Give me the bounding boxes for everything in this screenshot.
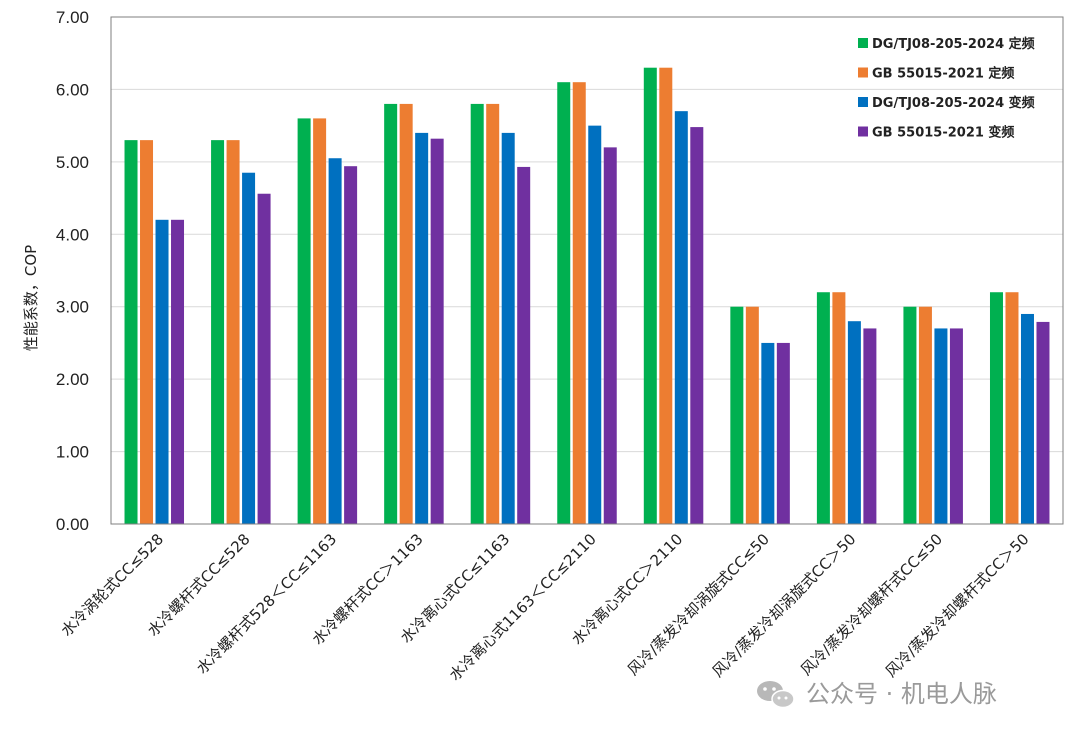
- bar: [242, 172, 256, 524]
- bar: [903, 306, 917, 524]
- bars: [124, 67, 1050, 525]
- x-category-label: 风冷/蒸发冷却涡旋式CC＞50: [709, 530, 860, 681]
- y-axis-label: 性能系数，COP: [22, 245, 40, 351]
- bar: [949, 328, 963, 524]
- bar: [486, 103, 500, 524]
- watermark: 公众号 · 机电人脉: [757, 680, 997, 709]
- legend-label: GB 55015-2021 变频: [872, 125, 1014, 141]
- bar: [588, 125, 602, 524]
- bar: [745, 306, 759, 524]
- bar: [140, 140, 154, 524]
- plot-frame: [110, 16, 1064, 525]
- y-tick-label: 1.00: [56, 443, 89, 462]
- bar: [257, 193, 271, 525]
- bar: [1020, 313, 1034, 524]
- bar: [847, 321, 861, 524]
- bar: [659, 67, 673, 524]
- bar: [730, 306, 744, 524]
- bar: [603, 147, 617, 524]
- bar: [344, 166, 358, 524]
- y-tick-label: 6.00: [56, 80, 89, 99]
- legend-swatch: [858, 67, 868, 78]
- bar: [124, 140, 138, 524]
- bar: [1005, 292, 1019, 524]
- bar: [674, 111, 688, 524]
- y-tick-label: 3.00: [56, 298, 89, 317]
- legend-swatch: [858, 126, 868, 137]
- y-tick-label: 7.00: [56, 8, 89, 27]
- bar: [430, 138, 444, 524]
- bar: [643, 67, 657, 524]
- bar: [934, 328, 948, 524]
- bar: [816, 292, 830, 524]
- legend-label: GB 55015-2021 定频: [872, 66, 1014, 82]
- bar: [171, 219, 185, 525]
- legend: DG/TJ08-205-2024 定频 GB 55015-2021 定频 DG/TJ…: [858, 36, 1035, 141]
- bar: [226, 140, 240, 524]
- bar: [415, 132, 429, 524]
- bar: [1036, 321, 1050, 524]
- legend-swatch: [858, 38, 868, 48]
- bar: [572, 82, 586, 524]
- plot-border: [110, 16, 1064, 525]
- x-category-label: 风冷/蒸发冷却螺杆式CC≤50: [797, 530, 946, 679]
- bar: [155, 219, 169, 525]
- y-axis-ticks: 0.00 1.00 2.00 3.00 4.00 5.00 6.00 7.00: [56, 8, 89, 534]
- bar: [761, 342, 775, 524]
- x-category-label: 水冷螺杆式528＜CC≤1163: [193, 530, 340, 677]
- bar: [832, 292, 846, 524]
- y-tick-label: 2.00: [56, 370, 89, 389]
- y-tick-label: 0.00: [56, 515, 89, 534]
- legend-label: DG/TJ08-205-2024 定频: [872, 36, 1035, 52]
- x-category-label: 风冷/蒸发冷却螺杆式CC＞50: [882, 530, 1033, 681]
- bar: [557, 82, 571, 524]
- bar: [211, 140, 225, 524]
- y-tick-label: 5.00: [56, 153, 89, 172]
- legend-label: DG/TJ08-205-2024 变频: [872, 95, 1035, 111]
- bar: [399, 103, 413, 524]
- x-category-label: 风冷/蒸发冷却涡旋式CC≤50: [624, 530, 773, 679]
- legend-swatch: [858, 97, 868, 107]
- bar: [517, 166, 531, 524]
- bar: [918, 306, 932, 524]
- bar: [501, 132, 515, 524]
- bar: [863, 328, 877, 524]
- wechat-icon: [757, 681, 795, 709]
- x-axis-categories: 水冷涡轮式CC≤528水冷螺杆式CC≤528水冷螺杆式528＜CC≤1163水冷…: [57, 530, 1032, 684]
- bar: [776, 342, 790, 524]
- bar: [690, 127, 704, 524]
- bar: [313, 118, 327, 525]
- bar: [470, 103, 484, 524]
- x-category-label: 水冷离心式1163＜CC≤2110: [446, 530, 600, 684]
- bar: [328, 158, 342, 525]
- bar: [384, 103, 398, 524]
- bar: [989, 292, 1003, 524]
- watermark-text: 公众号 · 机电人脉: [806, 680, 997, 708]
- bar: [297, 118, 311, 525]
- y-tick-label: 4.00: [56, 225, 89, 244]
